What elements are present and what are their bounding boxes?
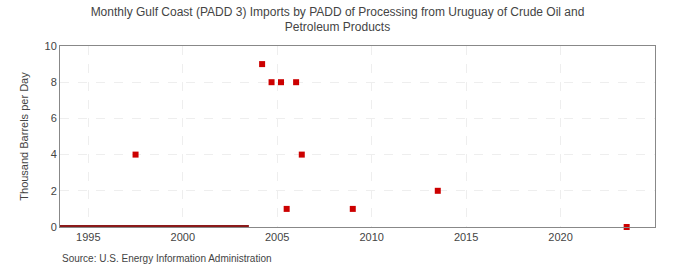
svg-text:2000: 2000 <box>171 231 195 243</box>
svg-text:6: 6 <box>51 112 57 124</box>
svg-text:8: 8 <box>51 76 57 88</box>
svg-text:2015: 2015 <box>454 231 478 243</box>
svg-text:2020: 2020 <box>548 231 572 243</box>
svg-text:4: 4 <box>51 148 57 160</box>
svg-text:Source: U.S. Energy Informatio: Source: U.S. Energy Information Administ… <box>62 253 272 264</box>
svg-text:2010: 2010 <box>359 231 383 243</box>
svg-text:0: 0 <box>51 221 57 233</box>
svg-text:Thousand Barrels per Day: Thousand Barrels per Day <box>18 72 30 201</box>
svg-text:Monthly Gulf Coast (PADD 3) Im: Monthly Gulf Coast (PADD 3) Imports by P… <box>91 5 585 35</box>
svg-text:2005: 2005 <box>265 231 289 243</box>
svg-text:1995: 1995 <box>76 231 100 243</box>
svg-text:10: 10 <box>45 40 57 52</box>
svg-text:2: 2 <box>51 185 57 197</box>
